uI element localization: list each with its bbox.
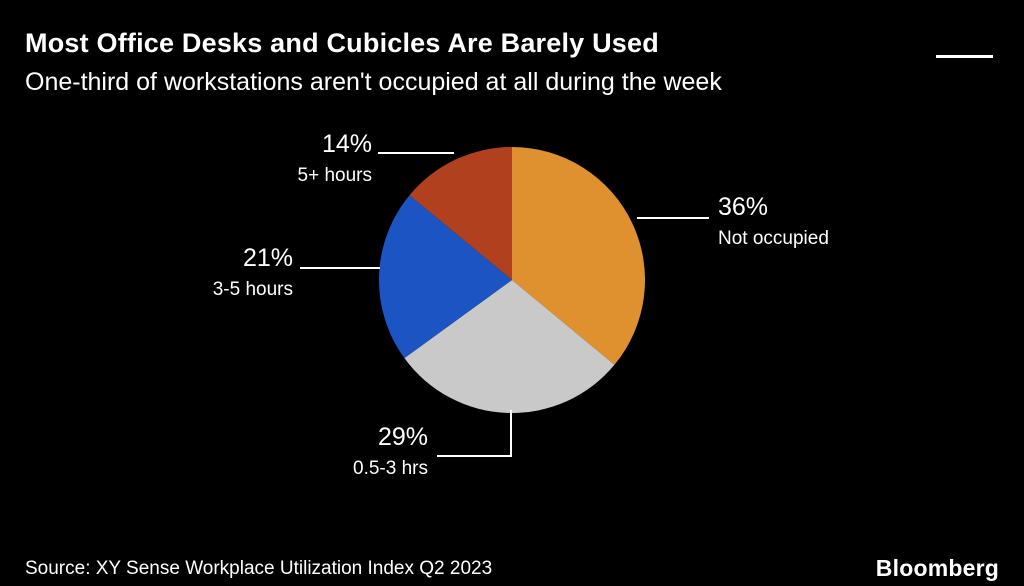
header-accent-line xyxy=(936,55,993,58)
slice-percent: 21% xyxy=(242,244,293,272)
source-note: Source: XY Sense Workplace Utilization I… xyxy=(25,558,493,579)
slice-label-5plus-hours: 14% 5+ hours xyxy=(220,130,372,187)
slice-label-not-occupied: 36% Not occupied xyxy=(718,193,898,250)
slice-label-3-5-hours: 21% 3-5 hours xyxy=(140,244,293,301)
leader-line-3-5-hours xyxy=(300,267,380,269)
slice-category: 5+ hours xyxy=(297,164,372,186)
slice-category: Not occupied xyxy=(718,227,829,249)
slice-percent: 36% xyxy=(718,193,769,221)
pie-slice-5-hours xyxy=(409,147,512,280)
pie-slice-0-5-3-hrs xyxy=(404,280,615,414)
leader-line-05-3-hrs-horizontal xyxy=(437,455,512,457)
pie-slice-not-occupied xyxy=(512,147,646,365)
slice-percent: 14% xyxy=(321,130,372,158)
pie-chart-container xyxy=(378,147,646,414)
bloomberg-logo: Bloomberg xyxy=(875,555,999,581)
leader-line-not-occupied xyxy=(637,217,709,219)
leader-line-5plus-hours xyxy=(378,152,454,154)
pie-slice-3-5-hours xyxy=(378,195,512,359)
chart-title: Most Office Desks and Cubicles Are Barel… xyxy=(25,28,659,58)
slice-percent: 29% xyxy=(377,423,428,451)
slice-category: 0.5-3 hrs xyxy=(353,457,428,479)
slice-category: 3-5 hours xyxy=(212,278,293,300)
pie-chart xyxy=(378,147,646,414)
chart-subtitle: One-third of workstations aren't occupie… xyxy=(25,68,722,96)
leader-line-05-3-hrs-vertical xyxy=(510,410,512,457)
slice-label-05-3-hrs: 29% 0.5-3 hrs xyxy=(280,423,428,480)
